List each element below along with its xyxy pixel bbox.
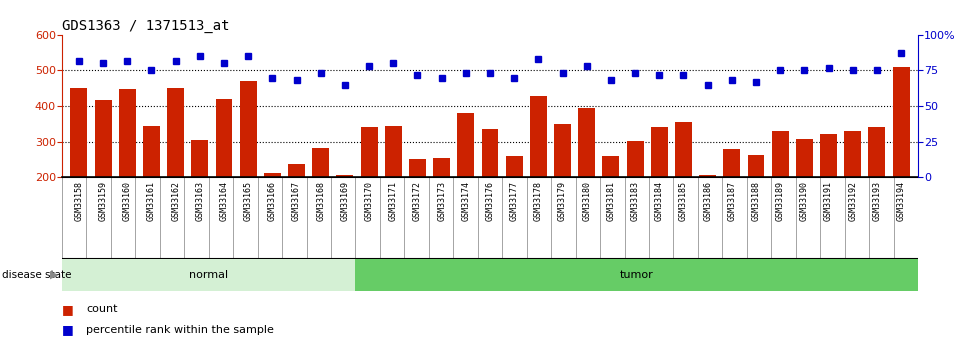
Text: percentile rank within the sample: percentile rank within the sample	[86, 325, 274, 335]
Text: ■: ■	[62, 324, 73, 336]
Bar	[288, 164, 305, 177]
Text: GSM33190: GSM33190	[800, 181, 809, 221]
Text: GSM33164: GSM33164	[219, 181, 229, 221]
Text: GSM33185: GSM33185	[679, 181, 688, 221]
Text: GSM33189: GSM33189	[776, 181, 784, 221]
Bar	[699, 175, 716, 177]
Text: GSM33167: GSM33167	[292, 181, 301, 221]
Bar	[796, 139, 812, 177]
Bar	[844, 131, 861, 177]
Bar	[724, 149, 740, 177]
Bar	[627, 141, 643, 177]
Text: GSM33173: GSM33173	[438, 181, 446, 221]
Bar	[312, 148, 329, 177]
Text: GSM33188: GSM33188	[752, 181, 760, 221]
Bar	[868, 127, 886, 177]
Bar	[603, 156, 619, 177]
Text: count: count	[86, 304, 118, 314]
Text: GSM33177: GSM33177	[510, 181, 519, 221]
Text: GSM33187: GSM33187	[727, 181, 736, 221]
Bar	[264, 174, 281, 177]
Bar	[820, 135, 837, 177]
Text: GSM33166: GSM33166	[268, 181, 277, 221]
Text: GSM33192: GSM33192	[848, 181, 857, 221]
Text: ■: ■	[62, 303, 73, 316]
Bar	[554, 124, 571, 177]
Text: GSM33172: GSM33172	[412, 181, 422, 221]
Bar	[893, 67, 910, 177]
Text: GSM33169: GSM33169	[340, 181, 350, 221]
Text: GSM33176: GSM33176	[486, 181, 495, 221]
Bar	[481, 129, 498, 177]
Text: GSM33168: GSM33168	[316, 181, 326, 221]
Bar	[384, 126, 402, 177]
Text: GSM33184: GSM33184	[655, 181, 664, 221]
Text: GSM33181: GSM33181	[607, 181, 615, 221]
Bar	[95, 100, 111, 177]
Bar	[143, 126, 160, 177]
Bar	[675, 122, 692, 177]
Bar	[167, 88, 185, 177]
Text: GSM33165: GSM33165	[243, 181, 253, 221]
Text: GSM33162: GSM33162	[171, 181, 180, 221]
Text: GSM33163: GSM33163	[195, 181, 205, 221]
Text: GSM33159: GSM33159	[99, 181, 107, 221]
Text: GSM33183: GSM33183	[631, 181, 639, 221]
Text: GSM33178: GSM33178	[534, 181, 543, 221]
Bar	[579, 108, 595, 177]
Text: tumor: tumor	[620, 270, 654, 280]
Bar	[336, 175, 354, 177]
Text: GSM33161: GSM33161	[147, 181, 156, 221]
Bar	[409, 159, 426, 177]
Text: GSM33179: GSM33179	[558, 181, 567, 221]
Bar	[360, 127, 378, 177]
Bar	[355, 259, 918, 291]
Text: GSM33193: GSM33193	[872, 181, 881, 221]
Bar	[191, 140, 209, 177]
Bar	[240, 81, 257, 177]
Text: normal: normal	[189, 270, 228, 280]
Bar	[433, 158, 450, 177]
Text: GSM33174: GSM33174	[462, 181, 470, 221]
Bar	[506, 156, 523, 177]
Text: GSM33158: GSM33158	[74, 181, 83, 221]
Bar	[772, 131, 788, 177]
Text: ▶: ▶	[50, 270, 59, 280]
Text: GDS1363 / 1371513_at: GDS1363 / 1371513_at	[62, 19, 230, 33]
Text: GSM33191: GSM33191	[824, 181, 833, 221]
Bar	[457, 113, 474, 177]
Bar	[748, 155, 764, 177]
Bar	[71, 88, 87, 177]
Text: GSM33170: GSM33170	[364, 181, 374, 221]
Text: GSM33180: GSM33180	[582, 181, 591, 221]
Bar	[651, 127, 668, 177]
Text: GSM33171: GSM33171	[388, 181, 398, 221]
Bar	[62, 259, 355, 291]
Bar	[530, 96, 547, 177]
Text: GSM33186: GSM33186	[703, 181, 712, 221]
Text: GSM33194: GSM33194	[896, 181, 905, 221]
Bar	[215, 99, 233, 177]
Text: GSM33160: GSM33160	[123, 181, 131, 221]
Text: disease state: disease state	[2, 270, 71, 280]
Bar	[119, 89, 136, 177]
